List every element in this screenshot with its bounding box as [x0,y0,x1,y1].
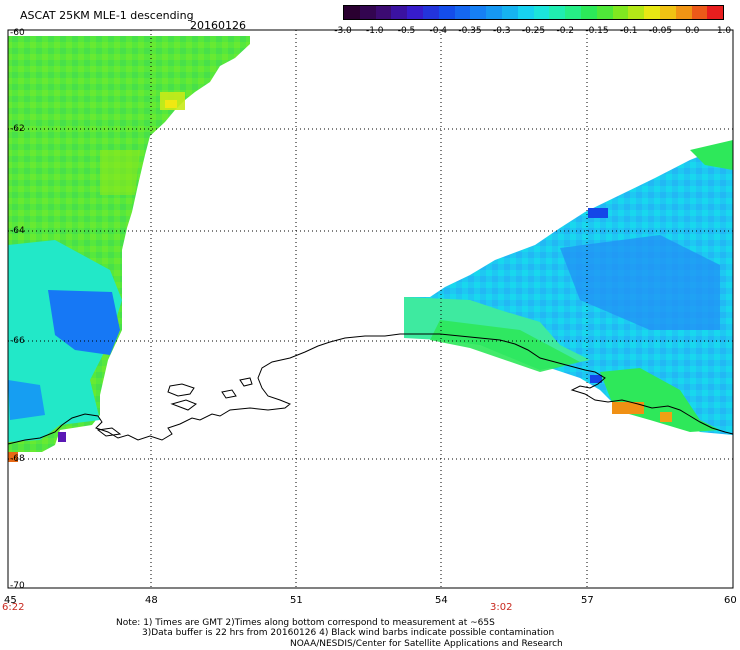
colorbar-swatch [565,6,581,19]
colorbar-swatch [486,6,502,19]
colorbar-swatch [391,6,408,19]
colorbar-tick-label: -0.4 [429,26,448,36]
right-swath [404,140,733,435]
colorbar-swatch [375,6,392,19]
colorbar-swatch [454,6,471,19]
note-line-3: NOAA/NESDIS/Center for Satellite Applica… [290,639,563,649]
colorbar-tick-label: -0.3 [492,26,511,36]
graticule [8,30,733,588]
colorbar-tick-label: -0.25 [521,26,546,36]
colorbar-swatch [659,6,676,19]
colorbar-tick-label: -0.2 [556,26,575,36]
time-label-mid: 3:02 [490,602,513,613]
colorbar-tick-label: -0.5 [397,26,416,36]
colorbar [343,5,724,20]
colorbar-swatch [344,6,360,19]
colorbar-swatch [580,6,597,19]
time-label-start: 6:22 [2,602,25,613]
lon-label-57: 57 [581,595,594,606]
colorbar-tick-label: -0.05 [648,26,673,36]
lat-label-68: -68 [10,454,25,464]
chart-date: 20160126 [190,19,246,32]
colorbar-swatch [359,6,376,19]
colorbar-swatch [533,6,550,19]
colorbar-swatch [612,6,629,19]
colorbar-tick-label: -1.0 [365,26,384,36]
lon-label-60: 60 [724,595,737,606]
lat-label-60: -60 [10,28,25,38]
lat-label-70: -70 [10,581,25,591]
note-line-1: Note: 1) Times are GMT 2)Times along bot… [116,618,495,628]
lon-label-48: 48 [145,595,158,606]
colorbar-swatch [501,6,518,19]
colorbar-swatch [438,6,455,19]
colorbar-swatch [644,6,660,19]
colorbar-swatch [470,6,487,19]
colorbar-swatch [675,6,692,19]
map-frame [7,29,734,589]
colorbar-tick-label: 1.0 [716,26,732,36]
lon-label-54: 54 [435,595,448,606]
lon-label-45: 45 [4,595,17,606]
lat-label-62: -62 [10,124,25,134]
colorbar-swatch [517,6,534,19]
colorbar-swatch [628,6,645,19]
lon-label-51: 51 [290,595,303,606]
colorbar-tick-label: 0.0 [685,26,700,36]
note-line-2: 3)Data buffer is 22 hrs from 20160126 4)… [142,628,555,638]
chart-title: ASCAT 25KM MLE-1 descending [20,9,194,22]
lat-label-66: -66 [10,336,25,346]
colorbar-swatch [407,6,423,19]
colorbar-tick-label: -0.35 [458,26,482,36]
colorbar-swatch [596,6,613,19]
colorbar-tick-label: -3.0 [334,26,352,36]
colorbar-swatch [691,6,708,19]
left-swath [8,36,250,462]
colorbar-tick-label: -0.1 [619,26,638,36]
colorbar-swatch [549,6,566,19]
colorbar-swatch [422,6,439,19]
colorbar-tick-label: -0.15 [585,26,609,36]
lat-label-64: -64 [10,226,25,236]
colorbar-swatch [707,6,724,19]
